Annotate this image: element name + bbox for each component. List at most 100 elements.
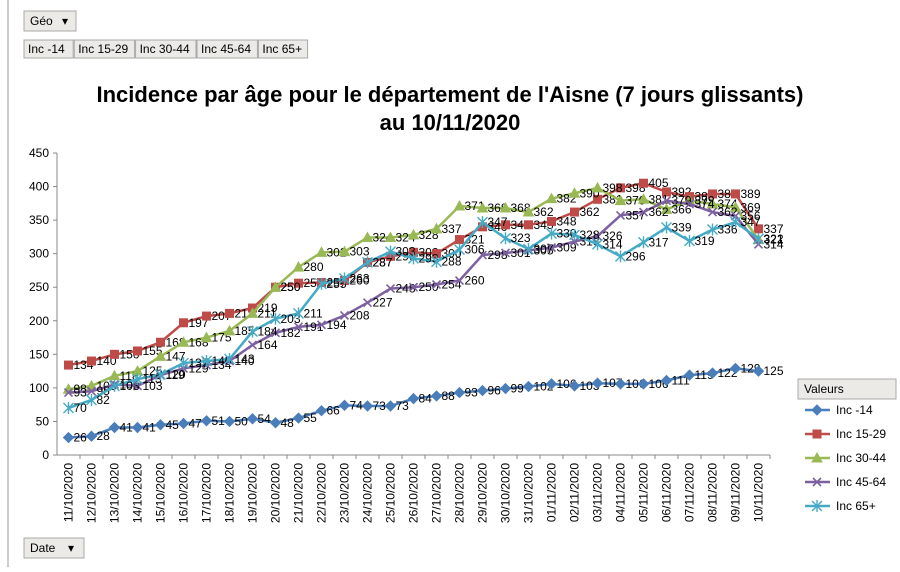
- data-label: 250: [281, 280, 301, 294]
- x-tick-label: 26/10/2020: [407, 463, 421, 523]
- x-tick-label: 01/11/2020: [545, 463, 559, 522]
- point: [661, 196, 672, 206]
- data-label: 211: [258, 306, 277, 320]
- y-tick-label: 300: [29, 247, 49, 261]
- point: [62, 431, 75, 444]
- point: [385, 245, 396, 258]
- chart-subtitle: au 10/11/2020: [380, 110, 521, 135]
- point: [638, 207, 649, 217]
- data-label: 66: [327, 404, 341, 418]
- point: [339, 272, 350, 285]
- data-label: 314: [764, 237, 784, 251]
- data-label: 254: [442, 278, 462, 292]
- point: [729, 201, 742, 212]
- data-label: 374: [695, 197, 715, 211]
- point: [63, 388, 74, 398]
- point: [684, 199, 695, 209]
- series-button-label: Inc 65+: [262, 42, 302, 56]
- data-label: 155: [143, 344, 163, 358]
- point: [64, 360, 73, 370]
- data-label: 303: [396, 245, 416, 259]
- point: [86, 393, 97, 406]
- series-button[interactable]: [23, 39, 74, 59]
- series-button[interactable]: [257, 39, 309, 59]
- data-label: 41: [120, 420, 134, 434]
- data-label: 339: [672, 220, 692, 234]
- point: [660, 203, 673, 214]
- point: [639, 178, 648, 188]
- point: [108, 369, 121, 381]
- point: [545, 378, 558, 390]
- point: [454, 275, 465, 286]
- point: [637, 193, 650, 204]
- x-tick-label: 22/10/2020: [315, 463, 329, 523]
- point: [179, 318, 188, 328]
- date-filter-button[interactable]: [23, 537, 85, 559]
- point: [811, 451, 823, 463]
- legend-label: Inc 15-29: [836, 427, 886, 441]
- series-button[interactable]: [196, 39, 258, 59]
- series-button[interactable]: [135, 39, 197, 59]
- x-tick-label: 08/11/2020: [706, 463, 720, 522]
- point: [568, 187, 581, 198]
- point: [338, 399, 351, 412]
- point: [384, 231, 397, 243]
- series-button-label: Inc 30-44: [140, 42, 190, 56]
- data-label: 337: [764, 222, 784, 236]
- data-label: 260: [350, 274, 370, 288]
- point: [431, 255, 442, 268]
- point: [753, 232, 764, 245]
- y-tick-label: 450: [29, 146, 49, 160]
- point: [85, 430, 98, 442]
- data-label: 357: [626, 208, 646, 222]
- point: [811, 404, 823, 416]
- point: [706, 367, 719, 379]
- point: [614, 378, 627, 390]
- data-label: 288: [442, 255, 462, 269]
- x-tick-label: 10/11/2020: [752, 463, 766, 522]
- data-label: 296: [626, 249, 646, 263]
- point: [223, 324, 236, 336]
- point: [708, 189, 717, 199]
- point: [339, 310, 350, 320]
- x-tick-label: 05/11/2020: [637, 463, 651, 522]
- data-label: 73: [396, 399, 410, 413]
- data-label: 319: [695, 234, 715, 248]
- point: [591, 377, 604, 389]
- point: [592, 231, 603, 241]
- data-label: 93: [74, 386, 88, 400]
- point: [361, 231, 374, 243]
- point: [293, 322, 304, 332]
- legend-label: Inc 45-64: [836, 475, 886, 489]
- y-tick-label: 150: [29, 347, 49, 361]
- data-label: 129: [189, 361, 209, 375]
- point: [155, 368, 166, 381]
- data-label: 326: [603, 229, 623, 243]
- point: [684, 234, 695, 247]
- x-tick-label: 25/10/2020: [384, 463, 398, 523]
- point: [86, 386, 97, 396]
- point: [499, 202, 512, 213]
- point: [729, 362, 742, 375]
- geo-filter-button[interactable]: [23, 10, 77, 32]
- point: [132, 381, 143, 391]
- data-label: 389: [741, 187, 761, 201]
- point: [178, 357, 189, 370]
- point: [569, 237, 580, 247]
- data-label: 306: [465, 243, 485, 257]
- data-label: 106: [626, 377, 646, 391]
- legend-label: Inc -14: [836, 403, 873, 417]
- legend-label: Inc 65+: [836, 499, 876, 513]
- point: [200, 331, 213, 343]
- point: [109, 379, 120, 392]
- point: [315, 246, 328, 257]
- data-label: 369: [741, 200, 761, 214]
- point: [453, 386, 466, 399]
- data-label: 356: [741, 209, 761, 223]
- point: [752, 365, 765, 377]
- data-label: 362: [580, 205, 600, 219]
- series-button[interactable]: [73, 39, 136, 59]
- data-label: 51: [212, 414, 226, 428]
